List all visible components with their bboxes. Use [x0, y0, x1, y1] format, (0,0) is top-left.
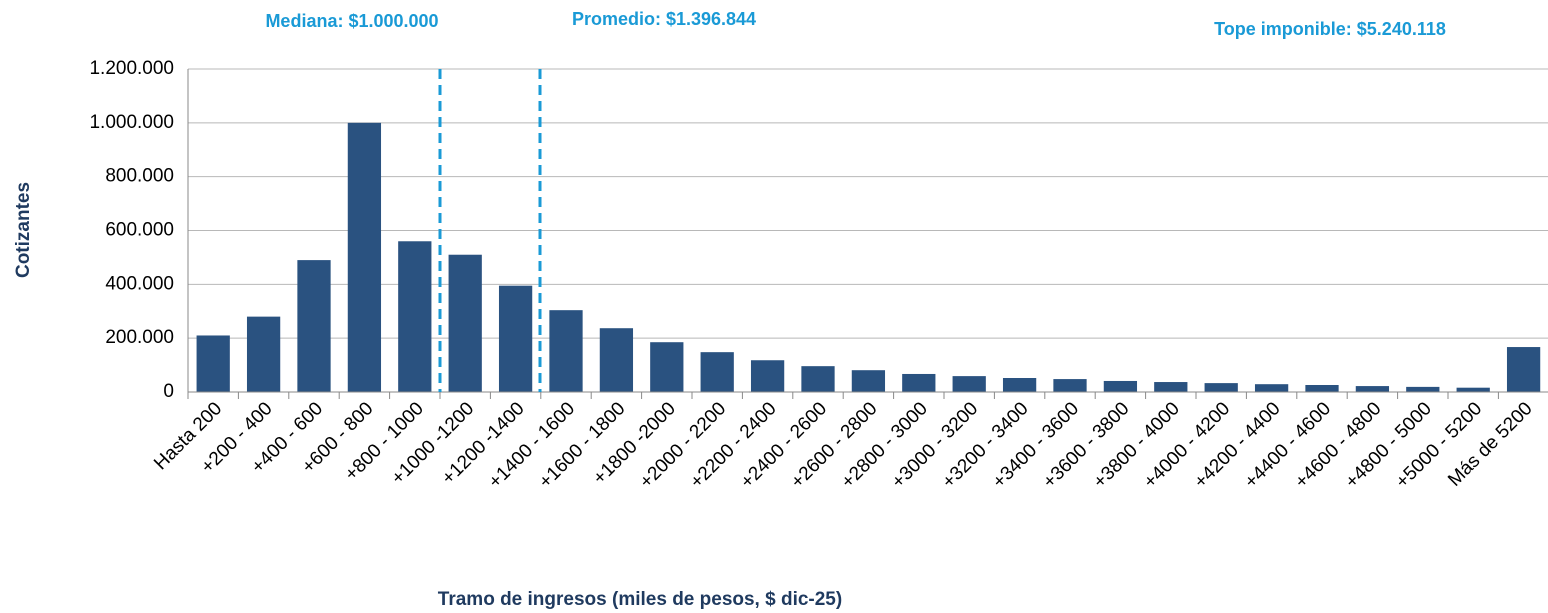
bar	[398, 241, 432, 392]
y-tick-label: 600.000	[105, 220, 174, 241]
bar	[1305, 385, 1339, 392]
bar	[1506, 347, 1541, 392]
bar	[750, 360, 785, 392]
bar	[549, 310, 583, 392]
bar	[599, 328, 634, 392]
y-axis-title: Cotizantes	[13, 182, 34, 278]
bar	[1254, 384, 1289, 392]
bar	[1456, 387, 1490, 392]
bar	[246, 316, 281, 392]
bar	[851, 370, 886, 392]
bar	[902, 373, 936, 392]
median-label: Mediana: $1.000.000	[265, 11, 438, 31]
annotation: Tope imponible: $5.240.118	[1214, 19, 1446, 39]
mean-label: Promedio: $1.396.844	[572, 9, 756, 29]
y-tick-label: 400.000	[105, 273, 174, 294]
y-tick-label: 200.000	[105, 327, 174, 348]
y-tick-label: 800.000	[105, 166, 174, 187]
bar	[1103, 380, 1138, 392]
bar	[1355, 386, 1390, 392]
bar	[347, 122, 382, 392]
bar	[1154, 382, 1188, 392]
bar	[1053, 379, 1087, 392]
bar	[801, 366, 835, 392]
x-axis-title: Tramo de ingresos (miles de pesos, $ dic…	[438, 589, 842, 610]
bar	[297, 260, 331, 392]
y-tick-label: 1.000.000	[89, 112, 174, 133]
bar	[196, 335, 230, 392]
y-tick-label: 0	[163, 381, 174, 402]
bar	[700, 352, 734, 392]
bar	[1002, 378, 1037, 392]
bar	[650, 342, 684, 392]
bar	[952, 376, 986, 392]
bar	[498, 285, 533, 392]
y-tick-label: 1.200.000	[89, 58, 174, 79]
bar	[1204, 383, 1238, 392]
bar	[448, 254, 482, 392]
bar	[1406, 386, 1440, 392]
